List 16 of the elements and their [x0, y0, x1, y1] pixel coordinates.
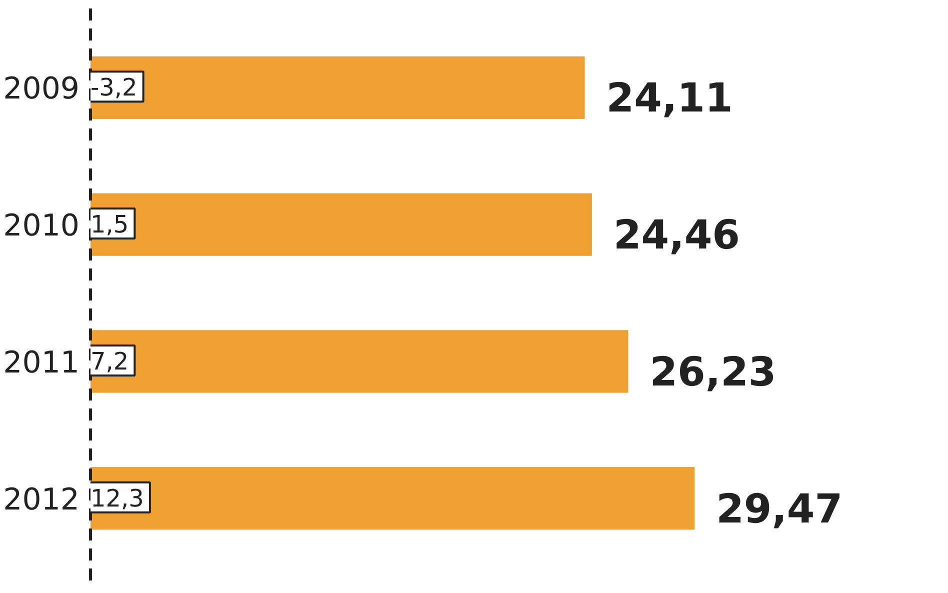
bar — [90, 56, 585, 119]
data-label: 24,46 — [613, 212, 740, 259]
annotation: -3,2 — [90, 74, 138, 102]
annotation: 12,3 — [90, 484, 144, 512]
bar — [90, 467, 695, 530]
y-tick-label: 2011 — [3, 345, 80, 380]
y-tick-label: 2009 — [3, 72, 80, 107]
annotation: 7,2 — [90, 347, 129, 376]
data-label: 24,11 — [606, 76, 733, 122]
data-label: 29,47 — [716, 486, 843, 532]
y-tick-label: 2010 — [3, 208, 80, 244]
bar — [90, 330, 628, 393]
y-tick-label: 2012 — [3, 482, 80, 518]
data-label: 26,23 — [650, 349, 776, 396]
bar — [90, 193, 592, 256]
annotation: 1,5 — [90, 210, 129, 239]
